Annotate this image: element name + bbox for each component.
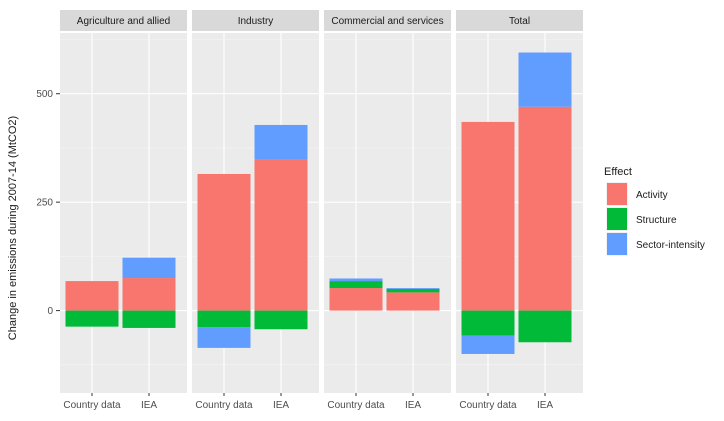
bar-segment-structure — [65, 310, 119, 327]
x-tick-label: IEA — [273, 400, 289, 411]
legend: Effect Activity Structure Sector-intensity — [604, 166, 705, 256]
x-tick-label: Country data — [327, 400, 385, 411]
bar-segment-structure — [386, 288, 440, 293]
x-tick-label: Country data — [63, 400, 121, 411]
bar-segment-sector-intensity — [122, 257, 176, 279]
panel-background — [324, 33, 451, 393]
bar-segment-structure — [122, 310, 176, 328]
facet-strip-label: Total — [509, 16, 530, 27]
facet-strip — [324, 10, 451, 31]
bar-segment-sector-intensity — [461, 335, 515, 354]
panel-background — [60, 33, 187, 393]
facet-strip — [192, 10, 319, 31]
legend-title: Effect — [604, 166, 632, 178]
bar-segment-sector-intensity — [329, 278, 383, 282]
legend-label: Activity — [636, 190, 668, 201]
bar-segment-structure — [518, 310, 572, 343]
facet-strip — [60, 10, 187, 31]
bar-segment-sector-intensity — [254, 124, 308, 160]
facet-panel: Commercial and services Country data IEA — [324, 10, 451, 411]
bar-segment-sector-intensity — [518, 52, 572, 107]
bar-segment-activity — [197, 173, 251, 311]
bar-segment-structure — [254, 310, 308, 330]
bar-segment-sector-intensity — [386, 288, 440, 289]
y-tick-label: 250 — [36, 198, 53, 209]
x-tick-label: IEA — [141, 400, 157, 411]
bar-segment-activity — [65, 281, 119, 311]
bar-segment-activity — [122, 278, 176, 311]
legend-label: Sector-intensity — [636, 240, 705, 251]
x-tick-label: IEA — [405, 400, 421, 411]
bar-segment-structure — [461, 310, 515, 336]
facet-strip — [456, 10, 583, 31]
facet-panel: Total Country data IEA — [456, 10, 583, 411]
x-tick-label: Country data — [195, 400, 253, 411]
bar-segment-activity — [254, 159, 308, 311]
bar-segment-activity — [386, 292, 440, 311]
legend-key-sector-intensity — [607, 233, 627, 255]
bar-segment-activity — [461, 121, 515, 311]
y-axis-title: Change in emissions during 2007-14 (MtCO… — [7, 116, 19, 340]
legend-label: Structure — [636, 215, 677, 226]
y-axis: Change in emissions during 2007-14 (MtCO… — [7, 89, 60, 340]
x-tick-label: Country data — [459, 400, 517, 411]
bar-segment-activity — [518, 106, 572, 311]
facet-strip-label: Industry — [238, 16, 274, 27]
bar-segment-structure — [197, 310, 251, 328]
x-tick-label: IEA — [537, 400, 553, 411]
y-tick-label: 0 — [47, 306, 53, 317]
bar-segment-sector-intensity — [197, 327, 251, 348]
bar-segment-structure — [329, 281, 383, 289]
facet-strip-label: Agriculture and allied — [77, 16, 170, 27]
facet-panel: Agriculture and allied Country data IEA — [60, 10, 187, 411]
facet-strip-label: Commercial and services — [331, 16, 443, 27]
facet-panel: Industry Country data IEA — [192, 10, 319, 411]
y-tick-label: 500 — [36, 89, 53, 100]
legend-key-activity — [607, 183, 627, 205]
bar-segment-activity — [329, 288, 383, 311]
legend-key-structure — [607, 208, 627, 230]
